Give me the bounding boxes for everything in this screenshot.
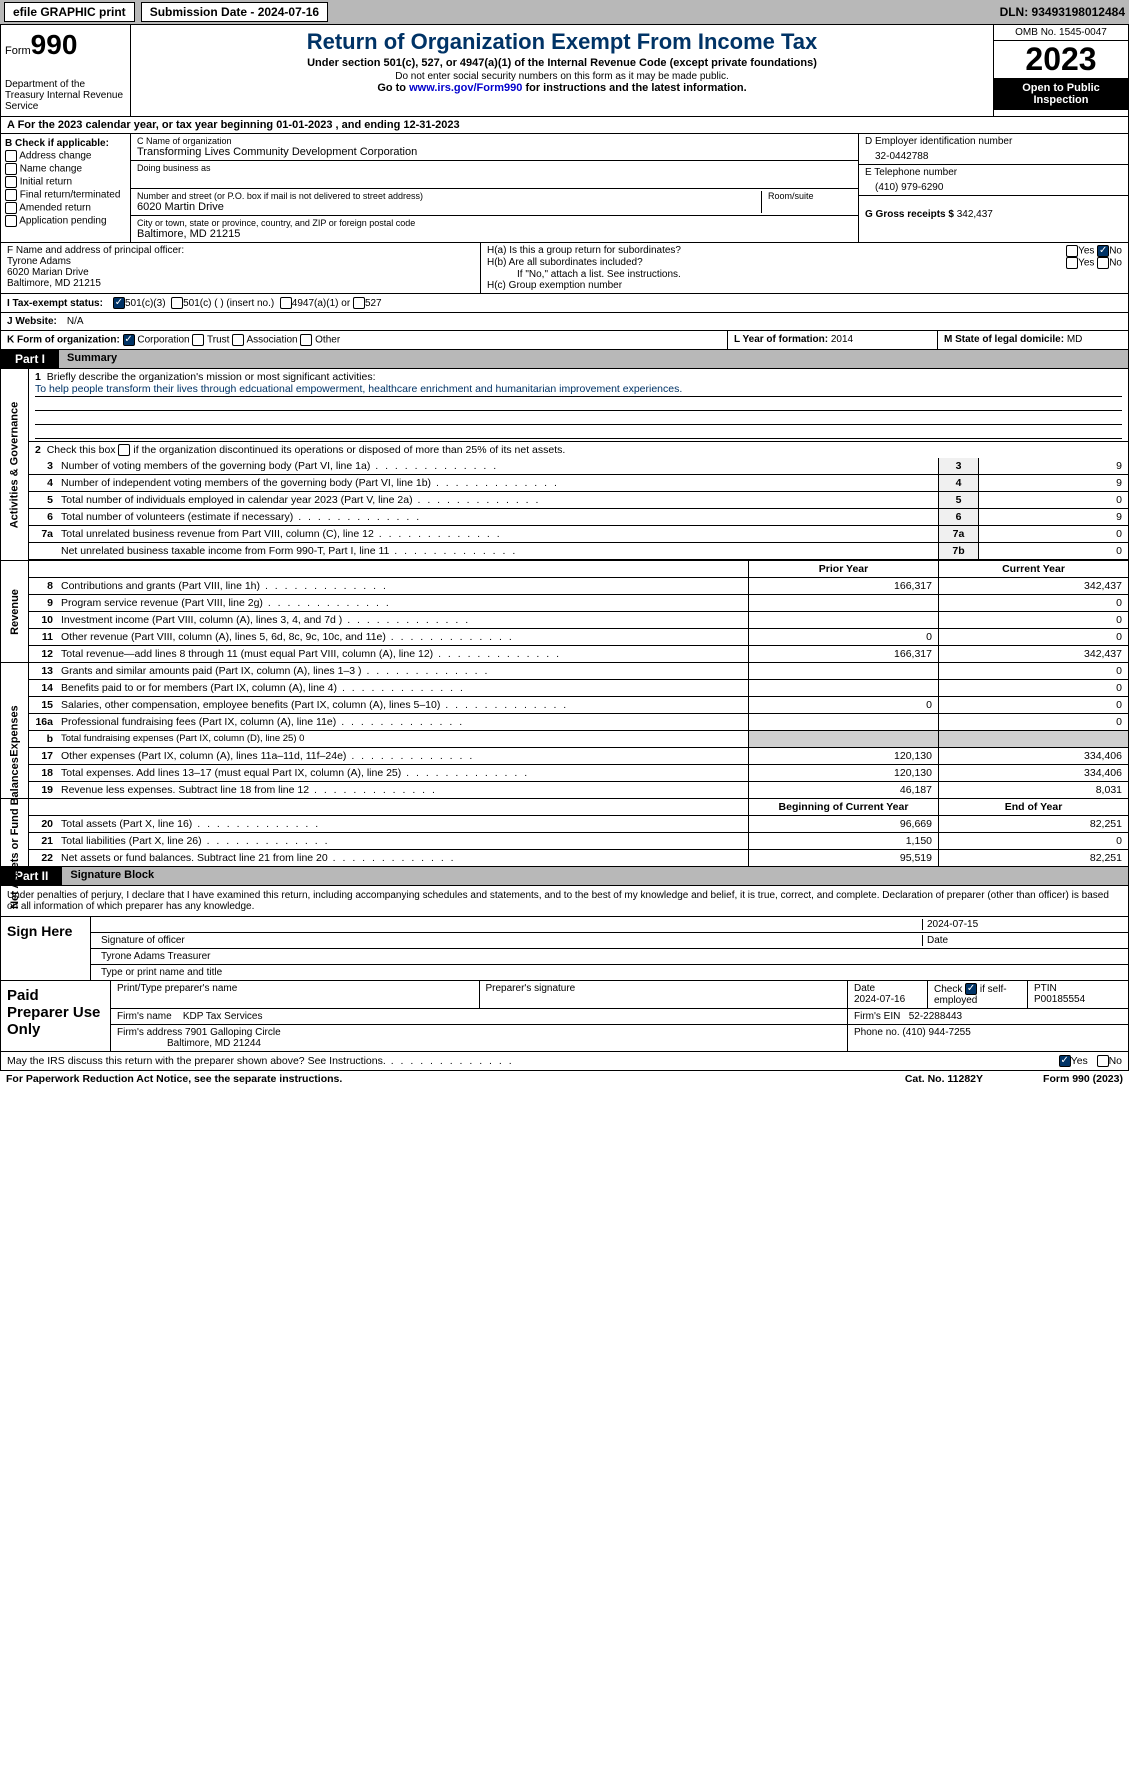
form-title: Return of Organization Exempt From Incom… [135, 29, 989, 55]
phone: (410) 979-6290 [865, 178, 1122, 193]
org-name: Transforming Lives Community Development… [137, 146, 852, 158]
rev-line: 9Program service revenue (Part VIII, lin… [29, 595, 1128, 612]
boxb-item: Name change [5, 163, 126, 175]
main-block: B Check if applicable: Address change Na… [0, 134, 1129, 243]
firm-name: KDP Tax Services [183, 1011, 263, 1022]
na-line: 22Net assets or fund balances. Subtract … [29, 850, 1128, 866]
rev-line: 11Other revenue (Part VIII, column (A), … [29, 629, 1128, 646]
corp-check[interactable] [123, 334, 135, 346]
boxb-item: Address change [5, 150, 126, 162]
org-city: Baltimore, MD 21215 [137, 228, 852, 240]
net-assets-section: Net Assets or Fund Balances Beginning of… [0, 799, 1129, 867]
firm-addr: 7901 Galloping Circle [185, 1027, 281, 1038]
na-line: 21Total liabilities (Part X, line 26)1,1… [29, 833, 1128, 850]
rev-line: 8Contributions and grants (Part VIII, li… [29, 578, 1128, 595]
exp-line: 14Benefits paid to or for members (Part … [29, 680, 1128, 697]
domicile: MD [1067, 334, 1083, 345]
ein: 32-0442788 [865, 147, 1122, 162]
ssn-note: Do not enter social security numbers on … [135, 71, 989, 82]
officer-name: Tyrone Adams [7, 256, 474, 267]
gov-line: 5Total number of individuals employed in… [29, 492, 1128, 509]
self-emp-check[interactable] [965, 983, 977, 995]
box-b-title: B Check if applicable: [5, 138, 126, 149]
501c3-check[interactable] [113, 297, 125, 309]
omb: OMB No. 1545-0047 [994, 25, 1128, 41]
discuss-no[interactable] [1097, 1055, 1109, 1067]
exp-line: 13Grants and similar amounts paid (Part … [29, 663, 1128, 680]
rev-line: 12Total revenue—add lines 8 through 11 (… [29, 646, 1128, 662]
goto: Go to www.irs.gov/Form990 for instructio… [135, 82, 989, 94]
tax-year-line: A For the 2023 calendar year, or tax yea… [0, 117, 1129, 134]
officer-sig: Tyrone Adams Treasurer [97, 951, 215, 962]
hb-yes[interactable] [1066, 257, 1078, 269]
firm-phone: (410) 944-7255 [902, 1027, 970, 1038]
perjury: Under penalties of perjury, I declare th… [0, 886, 1129, 917]
hb-no[interactable] [1097, 257, 1109, 269]
exp-line: bTotal fundraising expenses (Part IX, co… [29, 731, 1128, 748]
topbar: efile GRAPHIC print Submission Date - 20… [0, 0, 1129, 24]
form-990: 990 [31, 29, 78, 60]
na-line: 20Total assets (Part X, line 16)96,66982… [29, 816, 1128, 833]
exp-line: 16aProfessional fundraising fees (Part I… [29, 714, 1128, 731]
ptin: P00185554 [1034, 994, 1085, 1005]
org-addr: 6020 Martin Drive [137, 201, 761, 213]
exp-line: 18Total expenses. Add lines 13–17 (must … [29, 765, 1128, 782]
discuss-yes[interactable] [1059, 1055, 1071, 1067]
website: N/A [67, 316, 84, 327]
boxb-item: Final return/terminated [5, 189, 126, 201]
rev-line: 10Investment income (Part VIII, column (… [29, 612, 1128, 629]
exp-line: 19Revenue less expenses. Subtract line 1… [29, 782, 1128, 798]
firm-ein: 52-2288443 [909, 1011, 962, 1022]
gov-line: 3Number of voting members of the governi… [29, 458, 1128, 475]
paid-preparer: Paid Preparer Use Only Print/Type prepar… [0, 981, 1129, 1052]
efile-btn[interactable]: efile GRAPHIC print [4, 2, 135, 22]
part2-header: Part II Signature Block [0, 867, 1129, 886]
ha-yes[interactable] [1066, 245, 1078, 257]
form-word: Form [5, 45, 31, 57]
footer: For Paperwork Reduction Act Notice, see … [0, 1071, 1129, 1087]
discuss-row: May the IRS discuss this return with the… [0, 1052, 1129, 1071]
part1-header: Part I Summary [0, 350, 1129, 369]
website-row: J Website: N/A [0, 313, 1129, 331]
activities-governance: Activities & Governance 1 Briefly descri… [0, 369, 1129, 561]
submission-btn[interactable]: Submission Date - 2024-07-16 [141, 2, 328, 22]
boxb-item: Amended return [5, 202, 126, 214]
dln: DLN: 93493198012484 [1000, 5, 1125, 19]
inspection: Open to Public Inspection [994, 78, 1128, 110]
gov-line: 7aTotal unrelated business revenue from … [29, 526, 1128, 543]
gov-line: 4Number of independent voting members of… [29, 475, 1128, 492]
expenses-section: Expenses 13Grants and similar amounts pa… [0, 663, 1129, 799]
klm-row: K Form of organization: Corporation Trus… [0, 331, 1129, 350]
year-formed: 2014 [831, 334, 853, 345]
tax-year: 2023 [994, 41, 1128, 78]
tax-status-row: I Tax-exempt status: 501(c)(3) 501(c) ( … [0, 294, 1129, 313]
boxb-item: Initial return [5, 176, 126, 188]
sign-here: Sign Here 2024-07-15 Signature of office… [0, 917, 1129, 981]
irs-link[interactable]: www.irs.gov/Form990 [409, 82, 522, 94]
exp-line: 15Salaries, other compensation, employee… [29, 697, 1128, 714]
revenue-section: Revenue Prior YearCurrent Year 8Contribu… [0, 561, 1129, 663]
boxb-item: Application pending [5, 215, 126, 227]
form-header: Form990 Department of the Treasury Inter… [0, 24, 1129, 117]
line2-check[interactable] [118, 444, 130, 456]
gov-line: 6Total number of volunteers (estimate if… [29, 509, 1128, 526]
dept: Department of the Treasury Internal Reve… [5, 79, 126, 112]
ha-no[interactable] [1097, 245, 1109, 257]
officer-row: F Name and address of principal officer:… [0, 243, 1129, 294]
exp-line: 17Other expenses (Part IX, column (A), l… [29, 748, 1128, 765]
gov-line: Net unrelated business taxable income fr… [29, 543, 1128, 560]
gross-receipts: 342,437 [957, 209, 993, 220]
mission-text: To help people transform their lives thr… [35, 383, 1122, 397]
subtitle: Under section 501(c), 527, or 4947(a)(1)… [135, 57, 989, 69]
